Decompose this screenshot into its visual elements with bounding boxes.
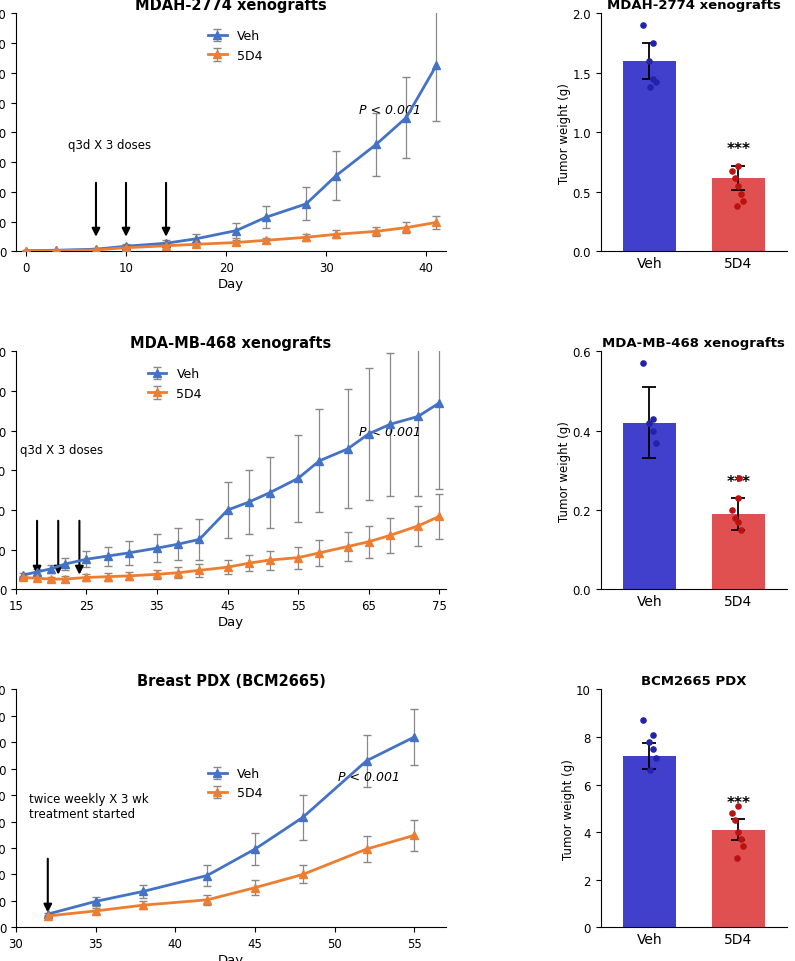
Point xyxy=(736,194,749,209)
Point xyxy=(637,357,650,372)
Point xyxy=(735,831,747,847)
Point xyxy=(730,199,743,214)
Point xyxy=(647,411,660,427)
Point xyxy=(728,813,741,828)
Text: ***: *** xyxy=(726,142,750,157)
Title: Breast PDX (BCM2665): Breast PDX (BCM2665) xyxy=(137,674,325,688)
X-axis label: Day: Day xyxy=(218,278,244,290)
Point xyxy=(650,435,662,451)
Text: q3d X 3 doses: q3d X 3 doses xyxy=(68,139,151,152)
Point xyxy=(726,805,739,821)
Title: MDAH-2774 xenografts: MDAH-2774 xenografts xyxy=(135,0,327,13)
Point xyxy=(642,54,655,69)
Bar xyxy=(622,756,676,927)
Point xyxy=(646,424,659,439)
Text: P < 0.001: P < 0.001 xyxy=(359,105,421,117)
Text: ***: *** xyxy=(726,474,750,489)
Point xyxy=(644,81,657,96)
Text: P < 0.001: P < 0.001 xyxy=(359,425,421,438)
Y-axis label: Tumor weight (g): Tumor weight (g) xyxy=(561,758,575,859)
Y-axis label: Tumor weight (g): Tumor weight (g) xyxy=(558,421,571,521)
Point xyxy=(728,510,741,526)
Point xyxy=(726,503,739,518)
Title: MDA-MB-468 xenografts: MDA-MB-468 xenografts xyxy=(130,335,332,351)
Point xyxy=(647,727,660,743)
Title: MDA-MB-468 xenografts: MDA-MB-468 xenografts xyxy=(603,336,785,350)
Text: P < 0.001: P < 0.001 xyxy=(338,770,400,783)
Point xyxy=(732,825,745,840)
Point xyxy=(646,72,659,87)
Point xyxy=(732,471,745,486)
Bar xyxy=(712,514,765,590)
X-axis label: Day: Day xyxy=(218,615,244,628)
Point xyxy=(732,799,745,814)
Title: BCM2665 PDX: BCM2665 PDX xyxy=(641,674,747,687)
Point xyxy=(728,171,741,186)
Point xyxy=(726,163,739,179)
X-axis label: Day: Day xyxy=(218,953,244,961)
Title: MDAH-2774 xenografts: MDAH-2774 xenografts xyxy=(607,0,781,12)
Point xyxy=(732,515,745,530)
Point xyxy=(730,850,743,866)
Point xyxy=(732,491,745,506)
Point xyxy=(647,37,660,52)
Legend: Veh, 5D4: Veh, 5D4 xyxy=(203,25,267,67)
Point xyxy=(732,179,745,194)
Point xyxy=(736,839,749,854)
Bar xyxy=(712,830,765,927)
Point xyxy=(642,416,655,431)
Legend: Veh, 5D4: Veh, 5D4 xyxy=(142,363,207,406)
Point xyxy=(646,741,659,756)
Point xyxy=(732,159,745,174)
Point xyxy=(637,18,650,34)
Point xyxy=(642,734,655,750)
Point xyxy=(650,751,662,766)
Bar xyxy=(622,424,676,590)
Y-axis label: Tumor weight (g): Tumor weight (g) xyxy=(558,83,571,184)
Bar xyxy=(622,62,676,252)
Point xyxy=(735,523,747,538)
Point xyxy=(644,763,657,778)
Point xyxy=(735,187,747,203)
Legend: Veh, 5D4: Veh, 5D4 xyxy=(203,762,267,804)
Text: twice weekly X 3 wk
treatment started: twice weekly X 3 wk treatment started xyxy=(29,793,149,821)
Text: ***: *** xyxy=(726,795,750,810)
Bar xyxy=(712,179,765,252)
Text: q3d X 3 doses: q3d X 3 doses xyxy=(20,444,103,456)
Point xyxy=(637,713,650,728)
Point xyxy=(650,76,662,91)
